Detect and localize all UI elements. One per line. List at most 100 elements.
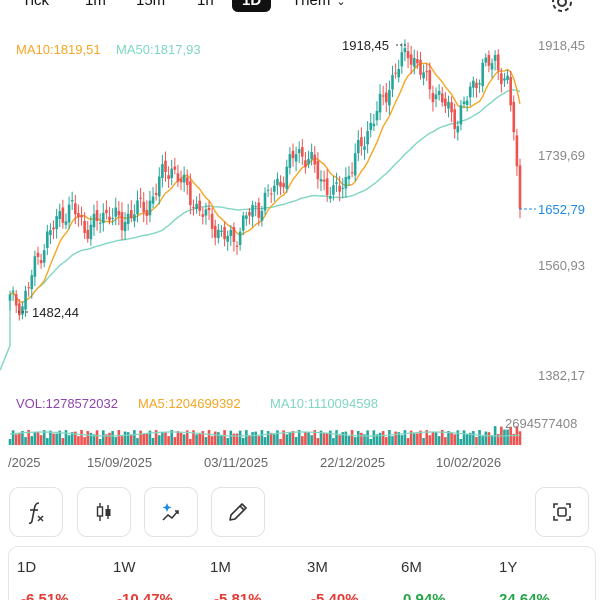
candle-body bbox=[86, 229, 90, 239]
candle-body bbox=[496, 54, 500, 71]
volume-bar bbox=[319, 430, 323, 445]
volume-bar bbox=[388, 430, 391, 445]
perf-period-label: 1Y bbox=[499, 559, 518, 576]
candle-body bbox=[335, 182, 338, 184]
perf-period-label: 3M bbox=[307, 559, 328, 576]
tab-1m[interactable]: 1m bbox=[85, 0, 106, 9]
candle-body bbox=[475, 82, 478, 89]
volume-bar bbox=[285, 434, 289, 445]
volume-bar bbox=[366, 430, 369, 445]
candle-body bbox=[201, 214, 205, 217]
volume-bar bbox=[472, 431, 475, 445]
volume-bar bbox=[360, 432, 363, 445]
volume-bar bbox=[139, 430, 142, 445]
candle-body bbox=[77, 213, 80, 218]
volume-bar bbox=[117, 430, 121, 445]
candle-body bbox=[419, 60, 422, 75]
volume-bar bbox=[512, 433, 516, 445]
candle-body bbox=[313, 154, 317, 165]
volume-bar bbox=[185, 430, 189, 445]
candle-body bbox=[21, 306, 24, 315]
volume-bar bbox=[294, 437, 298, 445]
candle-body bbox=[260, 210, 264, 221]
candle-body bbox=[450, 102, 453, 113]
volume-bar bbox=[11, 430, 15, 445]
volume-bar bbox=[58, 430, 62, 445]
draw-button[interactable] bbox=[211, 487, 265, 537]
gear-icon[interactable] bbox=[550, 0, 574, 14]
candle-body bbox=[185, 177, 189, 185]
price-chart[interactable]: MA10:1819,51 MA50:1817,93 1918,45 1739,6… bbox=[0, 30, 600, 475]
volume-bar bbox=[447, 431, 450, 445]
volume-bar bbox=[518, 431, 522, 445]
candle-body bbox=[154, 192, 158, 195]
candle-body bbox=[304, 160, 307, 168]
candle-body bbox=[18, 303, 21, 316]
volume-bar bbox=[437, 436, 441, 445]
volume-bar bbox=[291, 431, 295, 445]
volume-bar bbox=[229, 430, 233, 445]
candle-body bbox=[80, 215, 83, 218]
candle-body bbox=[518, 165, 522, 209]
candle-body bbox=[108, 216, 111, 221]
fullscreen-button[interactable] bbox=[535, 487, 589, 537]
volume-bar bbox=[478, 430, 481, 445]
candle-body bbox=[403, 48, 407, 53]
candle-body bbox=[70, 199, 74, 202]
candle-body bbox=[129, 210, 133, 219]
candle-body bbox=[388, 90, 391, 106]
volume-bar bbox=[101, 430, 105, 445]
volume-bar bbox=[80, 430, 83, 445]
candle-body bbox=[344, 176, 348, 189]
tab-1h[interactable]: 1h bbox=[197, 0, 214, 9]
tab-1d[interactable]: 1D bbox=[232, 0, 272, 12]
candle-body bbox=[322, 179, 326, 182]
volume-bar bbox=[279, 438, 282, 445]
volume-bar bbox=[356, 431, 360, 445]
tab-more[interactable]: Thêm ⌄ bbox=[292, 0, 346, 12]
tab-15m[interactable]: 15m bbox=[136, 0, 166, 9]
volume-bar bbox=[189, 438, 192, 445]
candle-style-button[interactable] bbox=[77, 487, 131, 537]
volume-bar bbox=[375, 434, 379, 445]
volume-bar bbox=[468, 432, 472, 445]
volume-bar bbox=[260, 430, 264, 445]
volume-bar bbox=[126, 432, 130, 445]
candle-body bbox=[46, 231, 49, 248]
volume-bar bbox=[167, 436, 170, 445]
candle-body bbox=[145, 209, 149, 216]
volume-bar bbox=[108, 432, 111, 445]
sparkle-chart-icon bbox=[162, 503, 179, 521]
volume-bar bbox=[92, 434, 96, 445]
candle-body bbox=[425, 71, 429, 73]
candle-body bbox=[509, 77, 512, 106]
candle-body bbox=[157, 176, 161, 197]
candle-body bbox=[394, 72, 397, 74]
chart-canvas[interactable]: MA10:1819,51 MA50:1817,93 1918,45 1739,6… bbox=[0, 30, 600, 475]
volume-bar bbox=[14, 434, 18, 445]
volume-bar bbox=[484, 431, 488, 445]
candle-body bbox=[453, 109, 456, 129]
volume-bar bbox=[142, 433, 146, 445]
volume-bar bbox=[8, 439, 12, 445]
candle-body bbox=[189, 181, 192, 206]
volume-bar bbox=[114, 437, 118, 445]
volume-label: VOL:1278572032 bbox=[16, 396, 118, 411]
volume-bar bbox=[400, 435, 404, 445]
tab-tick[interactable]: Tick bbox=[22, 0, 49, 9]
candle-body bbox=[120, 212, 124, 231]
candle-body bbox=[74, 203, 77, 215]
candle-body bbox=[176, 173, 180, 182]
formula-button[interactable] bbox=[9, 487, 63, 537]
perf-value: -6,51% bbox=[21, 591, 69, 600]
candle-body bbox=[126, 213, 130, 224]
volume-bar bbox=[372, 430, 376, 445]
candle-body bbox=[30, 275, 34, 290]
price-tick-4: 1382,17 bbox=[538, 368, 585, 383]
volume-max-label: 2694577408 bbox=[505, 416, 577, 431]
candle-body bbox=[151, 196, 155, 204]
volume-bar bbox=[344, 431, 348, 445]
volume-bar bbox=[30, 436, 34, 445]
ai-analysis-button[interactable] bbox=[144, 487, 198, 537]
volume-bar bbox=[111, 431, 114, 445]
